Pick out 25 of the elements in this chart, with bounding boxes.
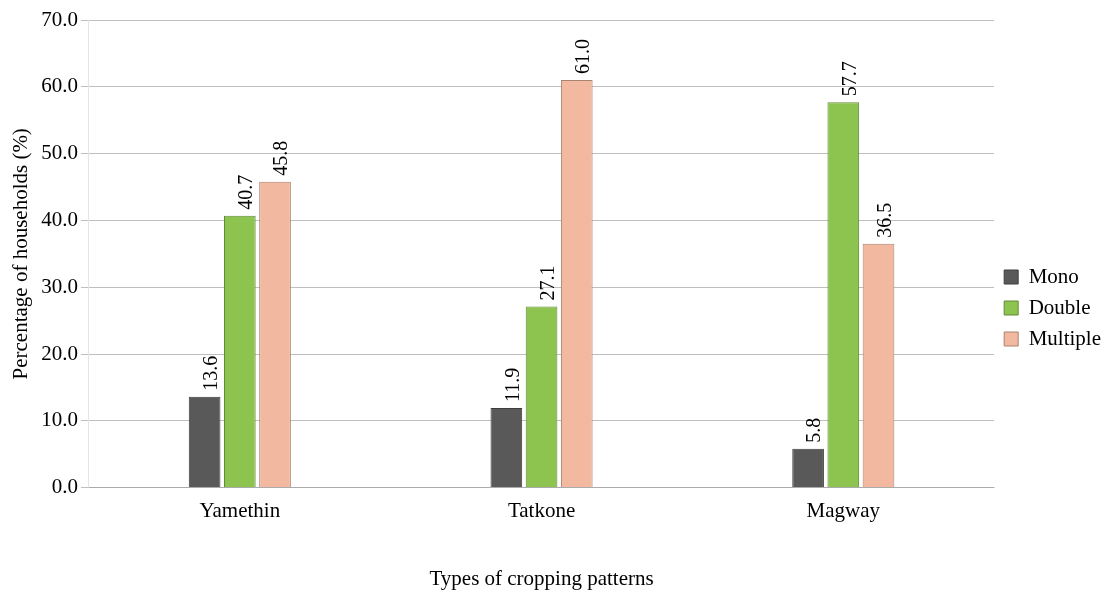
legend-label: Double [1028,294,1091,319]
text: 36.5 [872,202,895,238]
y-tick-label: 60.0 [41,73,78,98]
legend-label: Multiple [1028,325,1102,350]
x-tick-label: Tatkone [507,497,576,522]
x-tick-label: Magway [806,497,881,522]
text: 61.0 [571,39,594,75]
text: 57.7 [837,61,860,97]
y-tick-label: 30.0 [41,273,78,298]
y-tick-label: 20.0 [41,340,78,365]
y-tick-label: 0.0 [51,474,78,499]
text: 40.7 [234,174,257,210]
text: 27.1 [535,265,558,301]
y-tick-label: 50.0 [41,140,78,165]
legend-label: Mono [1028,263,1079,288]
x-axis-title: Types of cropping patterns [429,565,654,590]
y-axis-title: Percentage of households (%) [8,128,33,380]
text: 13.6 [198,355,221,391]
y-tick-label: 10.0 [41,407,78,432]
x-tick-label: Yamethin [199,497,281,522]
y-tick-label: 70.0 [41,6,78,31]
y-tick-label: 40.0 [41,206,78,231]
text: 45.8 [269,140,292,176]
text: 11.9 [500,367,523,403]
text: 5.8 [802,417,825,443]
